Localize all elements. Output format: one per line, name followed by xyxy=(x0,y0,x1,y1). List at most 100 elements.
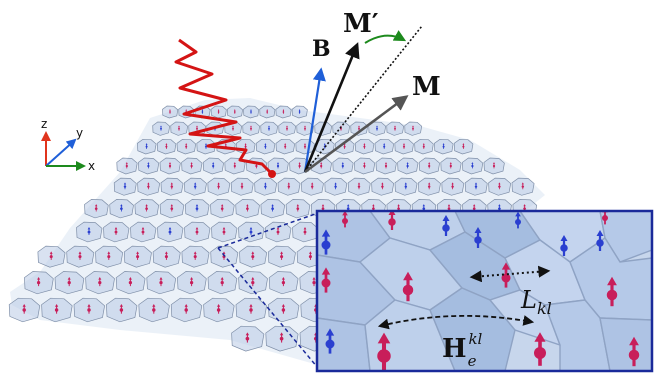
inset-grain-cell xyxy=(599,211,652,263)
pulse-wave xyxy=(174,38,274,176)
spin-head xyxy=(170,182,173,185)
spin-sphere xyxy=(123,185,127,188)
exchange-field-arrow xyxy=(377,314,535,330)
spin-sphere xyxy=(334,185,337,188)
spin-head xyxy=(422,143,425,145)
spin-sphere xyxy=(145,145,148,148)
spin-head xyxy=(147,162,150,164)
spin-sphere xyxy=(310,185,314,188)
spin-sphere xyxy=(325,339,335,349)
spin-sphere xyxy=(471,164,474,168)
spin-sphere xyxy=(474,236,482,244)
spin-sphere xyxy=(321,278,331,288)
spin-head xyxy=(217,109,220,111)
spin-head xyxy=(321,204,325,207)
spin-sphere xyxy=(394,127,396,130)
spin-head xyxy=(303,227,307,230)
spin-head xyxy=(492,162,496,164)
spin-sphere xyxy=(232,127,234,130)
spin-sphere xyxy=(246,207,249,210)
spin-head xyxy=(195,204,199,207)
spin-sphere xyxy=(279,336,284,341)
grain-film xyxy=(8,98,545,365)
spin-sphere xyxy=(250,127,252,130)
zoom-connector-bottom xyxy=(217,247,319,369)
spin-sphere xyxy=(22,308,26,312)
spin-head xyxy=(321,229,331,237)
spin-sphere xyxy=(402,284,414,296)
spin-head xyxy=(217,182,220,185)
spin-head xyxy=(193,251,197,254)
spin-head xyxy=(98,277,102,280)
spin-sphere xyxy=(388,218,396,226)
spin-sphere xyxy=(169,111,171,113)
spin-sphere xyxy=(343,145,346,148)
spin-sphere xyxy=(141,230,145,234)
spin-sphere xyxy=(442,145,445,148)
spin-head xyxy=(145,204,148,207)
spin-sphere xyxy=(534,347,546,359)
spin-sphere xyxy=(282,111,285,113)
spin-sphere xyxy=(264,145,267,148)
spin-sphere xyxy=(120,207,123,210)
spin-head xyxy=(296,204,300,207)
spin-sphere xyxy=(184,308,188,312)
b-label: B xyxy=(312,36,331,62)
spin-sphere xyxy=(220,281,224,285)
spin-sphere xyxy=(284,145,287,148)
spin-head xyxy=(205,143,207,145)
spin-sphere xyxy=(222,230,226,234)
spin-head xyxy=(320,162,323,164)
spin-sphere xyxy=(196,127,198,130)
spin-head xyxy=(298,109,301,111)
m-prime-label: M′ xyxy=(343,9,379,39)
spin-sphere xyxy=(271,207,274,210)
spin-sphere xyxy=(384,164,388,168)
spin-sphere xyxy=(428,164,431,168)
spin-sphere xyxy=(264,185,267,188)
spin-sphere xyxy=(321,240,331,250)
spin-sphere xyxy=(304,127,306,130)
spin-head xyxy=(184,304,188,307)
spin-sphere xyxy=(165,145,168,148)
spin-sphere xyxy=(119,308,124,312)
spin-sphere xyxy=(251,255,255,259)
inset-border xyxy=(315,209,654,373)
spin-head xyxy=(233,162,236,164)
spin-sphere xyxy=(189,281,194,285)
spin-head xyxy=(383,143,386,145)
spin-sphere xyxy=(87,308,91,312)
spin-head xyxy=(120,204,123,207)
spin-sphere xyxy=(462,145,465,148)
spin-sphere xyxy=(185,145,188,148)
spin-head xyxy=(185,143,188,145)
spin-head xyxy=(341,162,344,164)
spin-sphere xyxy=(498,185,501,188)
b-field-arrow xyxy=(303,67,326,173)
spin-sphere xyxy=(397,207,400,210)
spin-head xyxy=(471,162,474,164)
spin-head xyxy=(534,332,546,342)
spin-head xyxy=(136,251,140,254)
spin-head xyxy=(147,182,150,185)
spin-head xyxy=(363,162,366,164)
inset-grains xyxy=(317,211,652,371)
spin-head xyxy=(281,277,285,280)
spin-head xyxy=(403,143,405,145)
spin-sphere xyxy=(178,127,180,130)
spin-sphere xyxy=(321,207,325,210)
spin-head xyxy=(428,182,431,185)
spin-head xyxy=(190,162,193,164)
spin-head xyxy=(271,204,274,207)
spin-head xyxy=(377,332,391,344)
spin-head xyxy=(412,125,414,127)
spin-sphere xyxy=(212,164,215,168)
precession-axis-line xyxy=(304,25,423,173)
spin-head xyxy=(498,182,501,185)
spin-head xyxy=(107,251,111,254)
spin-sphere xyxy=(402,145,406,148)
spin-head xyxy=(286,125,288,127)
spin-sphere xyxy=(170,185,174,188)
spin-head xyxy=(442,215,450,221)
